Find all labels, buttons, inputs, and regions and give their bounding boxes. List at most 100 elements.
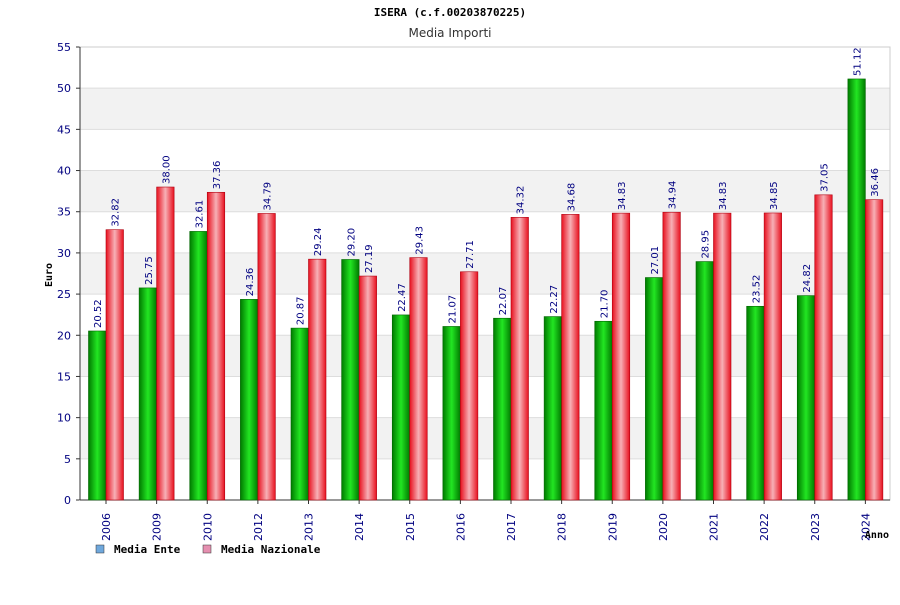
bar-media-ente-2018 xyxy=(543,316,562,501)
chart-title: ISERA (c.f.00203870225) xyxy=(374,6,526,19)
x-tick-labels: 2006 2009 2010 2012 2013 2014 2015 2016 2017 2018… xyxy=(100,513,872,541)
legend-item-media-nazionale: Media Nazionale xyxy=(202,543,321,556)
data-label: 34.68 xyxy=(566,183,577,212)
data-label: 28.95 xyxy=(701,230,712,259)
data-label: 27.01 xyxy=(650,246,661,275)
y-tick-label: 10 xyxy=(57,412,71,425)
data-label: 29.20 xyxy=(346,228,357,257)
y-tick-label: 40 xyxy=(57,165,71,178)
data-label: 22.07 xyxy=(498,287,509,316)
data-label: 38.00 xyxy=(161,155,172,184)
bar-media-ente-2017 xyxy=(493,317,512,501)
chart-subtitle: Media Importi xyxy=(408,26,491,40)
grid-band xyxy=(80,129,890,171)
data-label: 22.27 xyxy=(549,285,560,314)
data-label: 34.94 xyxy=(668,181,679,210)
data-label: 21.07 xyxy=(448,295,459,324)
bar-media-nazionale-2015 xyxy=(409,257,428,501)
bar-media-ente-2010 xyxy=(189,231,208,501)
bar-media-nazionale-2013 xyxy=(308,258,327,501)
y-tick-label: 25 xyxy=(57,288,71,301)
bar-media-nazionale-2024 xyxy=(865,199,884,501)
data-label: 21.70 xyxy=(600,290,611,319)
x-tick-label: 2013 xyxy=(303,513,316,541)
legend-swatch xyxy=(95,544,105,554)
x-tick-label: 2006 xyxy=(100,513,113,541)
y-tick-label: 35 xyxy=(57,206,71,219)
y-tick-label: 30 xyxy=(57,247,71,260)
data-label: 34.83 xyxy=(617,181,628,210)
data-label: 24.82 xyxy=(802,264,813,293)
x-tick-label: 2019 xyxy=(606,513,619,541)
data-label: 27.19 xyxy=(364,244,375,273)
bars xyxy=(88,78,884,501)
data-label: 24.36 xyxy=(245,268,256,297)
x-tick-label: 2023 xyxy=(809,513,822,541)
x-tick-label: 2021 xyxy=(708,513,721,541)
bar-media-ente-2021 xyxy=(695,261,714,501)
bar-media-ente-2016 xyxy=(442,326,461,501)
data-label: 27.71 xyxy=(465,240,476,269)
x-tick-label: 2015 xyxy=(404,513,417,541)
bar-media-nazionale-2019 xyxy=(611,212,631,501)
bar-media-nazionale-2020 xyxy=(662,211,681,501)
data-label: 34.83 xyxy=(718,181,729,210)
data-label: 29.24 xyxy=(313,228,324,257)
data-label: 34.85 xyxy=(769,181,780,210)
y-axis-label: Euro xyxy=(44,263,55,287)
bar-media-nazionale-2018 xyxy=(561,214,580,501)
y-tick-label: 15 xyxy=(57,370,71,383)
x-tick-label: 2020 xyxy=(657,513,670,541)
y-tick-label: 50 xyxy=(57,82,71,95)
data-label: 51.12 xyxy=(853,47,864,76)
legend: Media Ente Media Nazionale xyxy=(95,543,321,556)
bar-media-nazionale-2023 xyxy=(814,194,833,501)
data-label: 34.32 xyxy=(516,186,527,215)
bar-media-nazionale-2022 xyxy=(763,212,782,501)
data-label: 22.47 xyxy=(397,283,408,312)
bar-media-ente-2012 xyxy=(240,299,259,501)
y-tick-label: 0 xyxy=(64,494,71,507)
data-label: 32.82 xyxy=(111,198,122,227)
bar-media-ente-2023 xyxy=(796,295,816,501)
data-label: 25.75 xyxy=(144,256,155,285)
x-tick-label: 2018 xyxy=(556,513,569,541)
bar-media-nazionale-2009 xyxy=(156,186,175,501)
bar-media-ente-2009 xyxy=(138,287,157,501)
data-label: 37.36 xyxy=(212,161,223,190)
x-tick-label: 2010 xyxy=(201,513,214,541)
data-label: 20.52 xyxy=(93,299,104,328)
x-tick-label: 2024 xyxy=(859,513,872,541)
data-label: 23.52 xyxy=(751,275,762,304)
bar-media-ente-2006 xyxy=(88,330,107,501)
grid-band xyxy=(80,88,890,130)
x-tick-label: 2016 xyxy=(454,513,467,541)
y-tick-label: 20 xyxy=(57,329,71,342)
x-tick-label: 2009 xyxy=(151,513,164,541)
bar-media-ente-2015 xyxy=(391,314,411,501)
x-tick-label: 2014 xyxy=(353,513,366,541)
bar-media-ente-2020 xyxy=(645,277,664,501)
bar-media-ente-2014 xyxy=(341,259,360,501)
bar-media-nazionale-2021 xyxy=(713,212,732,501)
x-tick-label: 2012 xyxy=(252,513,265,541)
x-axis-label: Anno xyxy=(865,530,889,541)
bar-media-nazionale-2006 xyxy=(105,229,124,501)
bar-media-nazionale-2010 xyxy=(206,191,226,501)
data-label: 32.61 xyxy=(195,200,206,229)
legend-label: Media Nazionale xyxy=(221,543,321,556)
y-tick-label: 5 xyxy=(64,453,71,466)
legend-label: Media Ente xyxy=(114,543,181,556)
bar-media-ente-2024 xyxy=(847,78,866,501)
x-tick-label: 2017 xyxy=(505,513,518,541)
grid-band xyxy=(80,47,890,89)
data-label: 29.43 xyxy=(415,226,426,255)
legend-swatch xyxy=(202,544,212,554)
data-labels: 20.52 32.82 25.75 38.00 32.61 37.36 24.36 34.79… xyxy=(93,47,881,328)
data-label: 34.79 xyxy=(263,182,274,211)
bar-media-nazionale-2017 xyxy=(510,217,529,501)
data-label: 37.05 xyxy=(820,163,831,192)
y-tick-labels: 0 5 10 15 20 25 30 35 40 45 50 55 xyxy=(57,41,71,507)
